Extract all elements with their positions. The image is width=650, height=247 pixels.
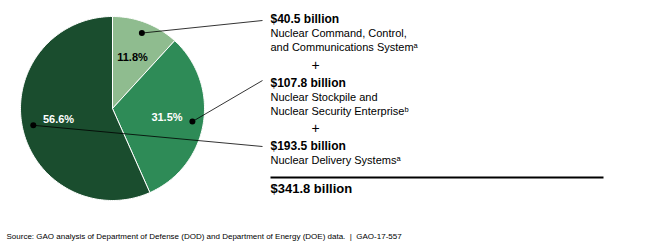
svg-text:$341.8 billion: $341.8 billion — [271, 181, 353, 196]
svg-text:11.8%: 11.8% — [117, 51, 148, 63]
svg-text:+: + — [311, 57, 319, 73]
svg-text:$193.5 billion: $193.5 billion — [271, 139, 346, 153]
svg-text:56.6%: 56.6% — [43, 113, 74, 125]
svg-text:Nuclear Security Enterpriseᵇ: Nuclear Security Enterpriseᵇ — [271, 105, 409, 117]
svg-text:and Communications Systemᵃ: and Communications Systemᵃ — [271, 41, 419, 53]
svg-text:Nuclear Stockpile and: Nuclear Stockpile and — [271, 91, 378, 103]
svg-text:Nuclear Command, Control,: Nuclear Command, Control, — [271, 27, 407, 39]
svg-text:$107.8 billion: $107.8 billion — [271, 76, 346, 90]
svg-text:31.5%: 31.5% — [151, 111, 182, 123]
svg-text:$40.5 billion: $40.5 billion — [271, 12, 340, 26]
svg-text:Nuclear Delivery Systemsᵃ: Nuclear Delivery Systemsᵃ — [271, 154, 402, 166]
svg-text:+: + — [311, 120, 319, 136]
svg-text:Source: GAO analysis of Depart: Source: GAO analysis of Department of De… — [7, 232, 403, 241]
